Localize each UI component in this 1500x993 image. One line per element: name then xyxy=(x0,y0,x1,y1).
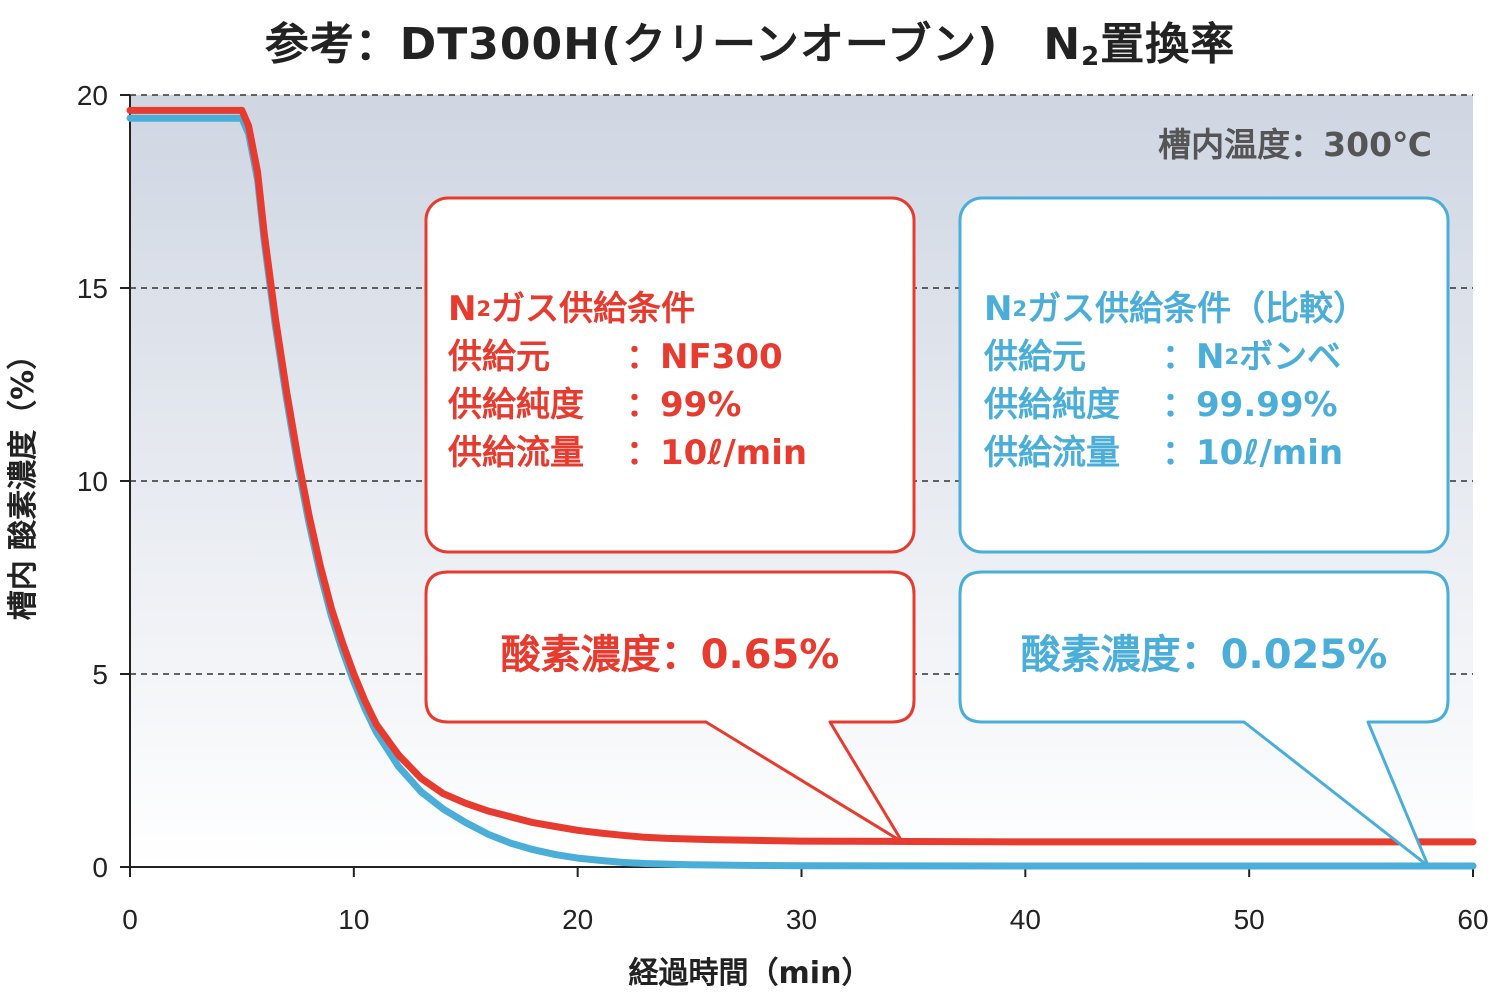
x-tick-label: 60 xyxy=(1457,904,1488,935)
blue-conditions-heading: N 2 ガス供給条件（比較） xyxy=(984,289,1368,329)
series-line xyxy=(126,106,1477,846)
red-concentration-bubble xyxy=(424,570,916,844)
x-tick-label: 0 xyxy=(122,904,138,935)
y-tick-label: 10 xyxy=(77,466,108,497)
red-conditions: N 2 ガス供給条件 供給元 ：NF300 供給純度 ：99% 供給流量 ：10ℓ/min xyxy=(448,285,807,477)
red-conditions-box xyxy=(424,196,916,554)
blue-conditions: N 2 ガス供給条件（比較） 供給元 ：N 2 ボンベ 供給純度 ：99.99% 供給流量：… xyxy=(984,285,1367,477)
y-tick-label: 0 xyxy=(92,852,108,883)
y-tick-label: 15 xyxy=(77,273,108,304)
x-axis-label: 経過時間（min） xyxy=(628,956,872,991)
blue-conditions-box xyxy=(958,196,1450,554)
y-axis-label: 槽内 酸素濃度（%） xyxy=(6,339,41,621)
x-tick-label: 40 xyxy=(1010,904,1041,935)
series-group xyxy=(126,106,1477,870)
red-condition-row: 供給流量 ：10ℓ/min xyxy=(448,433,808,473)
tick-labels: 0 5 10 15 20 0 10 20 30 40 50 60 xyxy=(77,80,1489,935)
callouts xyxy=(424,196,1450,868)
blue-oxygen-concentration: 酸素濃度：0.025% xyxy=(1020,632,1388,678)
red-condition-row: 供給純度 ：99% xyxy=(448,385,742,425)
red-conditions-heading: N 2 ガス供給条件 xyxy=(448,289,696,329)
blue-condition-row: 供給純度 ：99.99% xyxy=(984,385,1338,425)
chart-title: 参考：DT300H(クリーンオーブン) N2置換率 xyxy=(264,19,1236,72)
y-tick-label: 5 xyxy=(92,659,108,690)
x-tick-label: 30 xyxy=(786,904,817,935)
temperature-label: 槽内温度：300℃ xyxy=(1158,125,1432,164)
blue-condition-row: 供給流量 ：10ℓ/min xyxy=(984,433,1344,473)
y-tick-label: 20 xyxy=(77,80,108,111)
x-tick-label: 50 xyxy=(1234,904,1265,935)
red-condition-row: 供給元 ：NF300 xyxy=(448,337,783,377)
blue-concentration-bubble xyxy=(958,570,1450,868)
x-tick-label: 10 xyxy=(338,904,369,935)
blue-condition-row: 供給元 ：N 2 ボンベ xyxy=(984,337,1342,377)
red-oxygen-concentration: 酸素濃度：0.65% xyxy=(500,632,840,678)
x-tick-label: 20 xyxy=(562,904,593,935)
